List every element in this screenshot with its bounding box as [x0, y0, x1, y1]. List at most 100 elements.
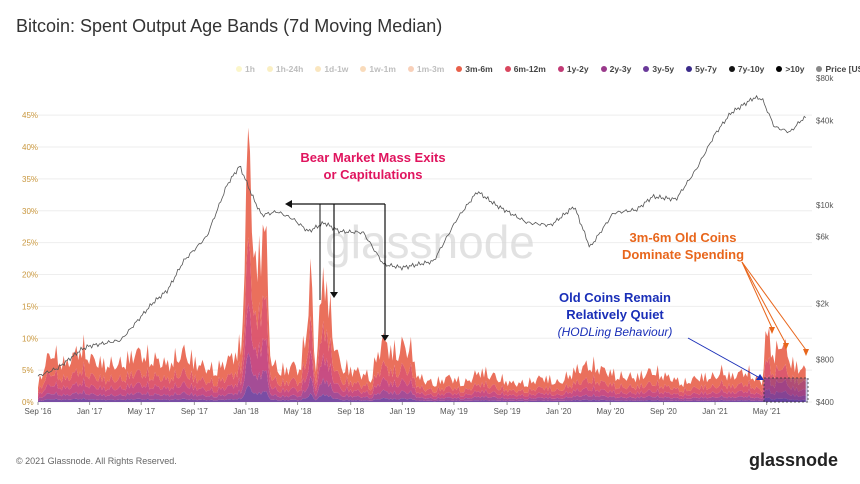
- legend-label: 3y-5y: [652, 64, 675, 74]
- legend-label: 1m-3m: [416, 64, 445, 74]
- x-tick-label: Jan '20: [546, 407, 572, 416]
- x-tick-label: Jan '21: [702, 407, 728, 416]
- x-tick-label: May '21: [753, 407, 781, 416]
- spending-arrow-line: [741, 261, 787, 345]
- x-tick-label: May '18: [284, 407, 312, 416]
- legend-label: 1y-2y: [566, 64, 589, 74]
- capitulation-arrow-head: [330, 292, 338, 298]
- legend-dot-icon: [686, 66, 693, 72]
- y-right-tick-label: $800: [816, 356, 834, 365]
- legend-dot-icon: [600, 66, 607, 72]
- spending-arrow-head: [783, 343, 789, 350]
- annotation-text: 3m-6m Old Coins: [630, 230, 737, 245]
- legend-item[interactable]: 1d-1w: [315, 64, 348, 74]
- quiet-highlight-box: [763, 377, 809, 403]
- y-right-tick-label: $6k: [816, 232, 830, 241]
- series-area-2y-3y: [38, 352, 806, 402]
- chart-title: Bitcoin: Spent Output Age Bands (7d Movi…: [16, 16, 443, 36]
- x-tick-label: Jan '17: [77, 407, 103, 416]
- annotation-text: Old Coins Remain: [559, 290, 671, 305]
- brand-logo: glassnode: [748, 450, 838, 470]
- legend-dot-icon: [456, 66, 463, 72]
- legend-item[interactable]: 1w-1m: [360, 64, 396, 74]
- y-left-tick-label: 45%: [22, 111, 38, 120]
- x-tick-label: Sep '19: [494, 407, 521, 416]
- legend-dot-icon: [728, 66, 735, 72]
- x-tick-label: May '17: [127, 407, 155, 416]
- legend-item[interactable]: 1y-2y: [557, 64, 589, 74]
- x-tick-label: Sep '17: [181, 407, 208, 416]
- annotation-text: Relatively Quiet: [566, 307, 664, 322]
- legend-item[interactable]: 3y-5y: [643, 64, 674, 74]
- series-area-3y-5y: [38, 385, 806, 402]
- annotation-text: (HODLing Behaviour): [558, 325, 673, 339]
- legend-dot-icon: [315, 66, 322, 72]
- legend-item[interactable]: 1h-24h: [266, 64, 304, 74]
- legend-item[interactable]: Price [USD]: [816, 64, 860, 74]
- legend-dot-icon: [816, 66, 823, 72]
- legend-item[interactable]: 1m-3m: [407, 64, 445, 74]
- y-left-tick-label: 0%: [22, 398, 34, 407]
- copyright-text: © 2021 Glassnode. All Rights Reserved.: [16, 456, 177, 466]
- y-left-tick-label: 10%: [22, 334, 38, 343]
- legend-item[interactable]: >10y: [776, 64, 804, 74]
- capitulation-arrow-head: [285, 200, 292, 208]
- legend-label: 1w-1m: [369, 64, 396, 74]
- legend-item[interactable]: 1h: [236, 64, 255, 74]
- x-tick-label: Sep '16: [25, 407, 52, 416]
- spending-arrow-line: [741, 261, 807, 351]
- legend-label: 1h-24h: [275, 64, 304, 74]
- legend-dot-icon: [504, 66, 511, 72]
- legend-dot-icon: [266, 66, 273, 72]
- y-right-tick-label: $80k: [816, 74, 834, 83]
- legend-dot-icon: [236, 66, 242, 72]
- y-left-tick-label: 40%: [22, 143, 38, 152]
- watermark: glassnode: [325, 216, 535, 268]
- spending-arrow-head: [769, 327, 775, 334]
- legend-dot-icon: [776, 66, 783, 72]
- y-left-tick-label: 20%: [22, 271, 38, 280]
- legend-label: 3m-6m: [465, 64, 493, 74]
- y-right-tick-label: $2k: [816, 300, 830, 309]
- legend-item[interactable]: 5y-7y: [686, 64, 717, 74]
- y-right-tick-label: $400: [816, 398, 834, 407]
- legend-dot-icon: [360, 66, 367, 72]
- x-tick-label: May '20: [596, 407, 624, 416]
- spending-arrow-line: [741, 261, 773, 329]
- capitulation-arrow-head: [381, 335, 389, 341]
- legend-label: >10y: [785, 64, 805, 74]
- price-line: [37, 94, 806, 377]
- quiet-arrow-head: [756, 374, 764, 380]
- legend-label: 1d-1w: [324, 64, 349, 74]
- legend-label: 1h: [245, 64, 255, 74]
- legend-label: 2y-3y: [609, 64, 632, 74]
- x-tick-label: Sep '20: [650, 407, 677, 416]
- y-left-tick-label: 30%: [22, 207, 38, 216]
- x-tick-label: May '19: [440, 407, 468, 416]
- legend-label: Price [USD]: [825, 64, 860, 74]
- chart-legend: 1h 1h-24h 1d-1w 1w-1m 1m-3m 3m-6m 6m-12m 1y-2y 2…: [236, 62, 860, 76]
- legend-item[interactable]: 3m-6m: [456, 64, 493, 74]
- y-left-tick-label: 5%: [22, 366, 34, 375]
- y-left-tick-label: 25%: [22, 239, 38, 248]
- legend-item[interactable]: 7y-10y: [728, 64, 765, 74]
- x-tick-label: Jan '19: [390, 407, 416, 416]
- x-tick-label: Sep '18: [337, 407, 364, 416]
- annotation-text: Dominate Spending: [622, 247, 744, 262]
- legend-dot-icon: [643, 66, 650, 72]
- legend-dot-icon: [407, 66, 414, 72]
- legend-label: 6m-12m: [513, 64, 546, 74]
- legend-dot-icon: [557, 66, 564, 72]
- y-right-tick-label: $40k: [816, 116, 834, 125]
- legend-item[interactable]: 6m-12m: [504, 64, 546, 74]
- legend-label: 7y-10y: [737, 64, 765, 74]
- annotation-text: or Capitulations: [324, 167, 423, 182]
- spending-arrow-head: [803, 349, 809, 356]
- legend-label: 5y-7y: [695, 64, 717, 74]
- y-left-tick-label: 15%: [22, 302, 38, 311]
- quiet-arrow-line: [687, 337, 761, 379]
- y-left-tick-label: 35%: [22, 175, 38, 184]
- legend-item[interactable]: 2y-3y: [600, 64, 632, 74]
- y-right-tick-label: $10k: [816, 201, 834, 210]
